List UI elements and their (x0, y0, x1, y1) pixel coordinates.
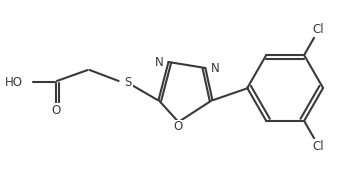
Text: Cl: Cl (313, 139, 324, 153)
Text: O: O (51, 104, 61, 116)
Text: S: S (125, 76, 132, 88)
Text: N: N (211, 61, 219, 75)
Text: N: N (155, 56, 164, 68)
Text: HO: HO (5, 76, 23, 88)
Text: O: O (174, 121, 183, 133)
Text: Cl: Cl (313, 24, 324, 36)
